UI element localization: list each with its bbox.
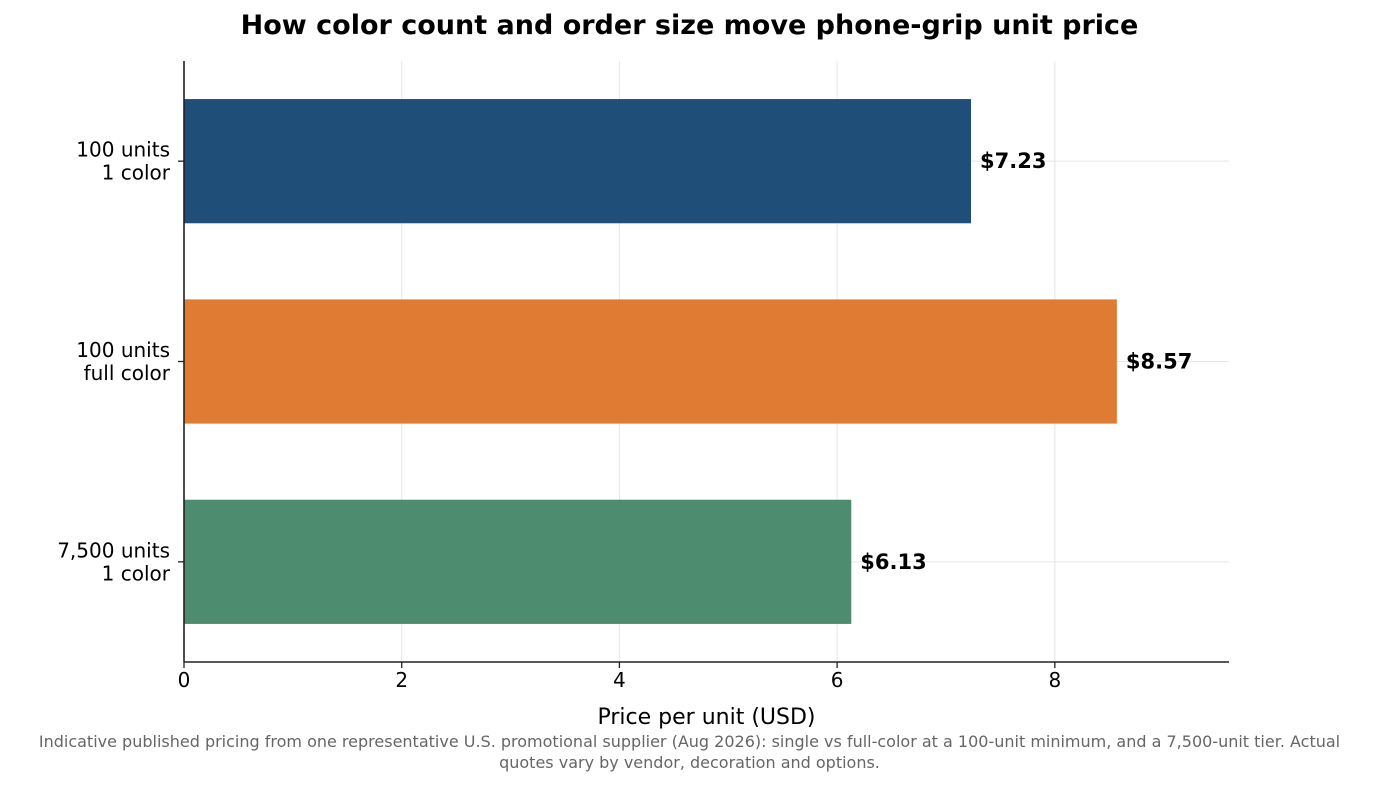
bar — [184, 299, 1117, 424]
y-category-label-line: 1 color — [102, 561, 171, 585]
y-category-label-line: full color — [84, 361, 171, 385]
bar — [184, 499, 852, 624]
x-tick-label: 2 — [395, 668, 408, 692]
x-axis-title: Price per unit (USD) — [598, 705, 816, 730]
y-category-label: 100 units full color — [76, 338, 170, 385]
chart-caption: Indicative published pricing from one re… — [38, 732, 1341, 772]
chart-title: How color count and order size move phon… — [240, 10, 1139, 41]
x-tick-label: 4 — [613, 668, 626, 692]
y-category-label-line: 1 color — [102, 161, 171, 185]
axes — [178, 61, 1229, 668]
y-category-label: 7,500 units 1 color — [57, 538, 171, 585]
bar-value-label: $7.23 — [980, 149, 1046, 173]
bar-value-label: $6.13 — [860, 550, 926, 574]
bars — [184, 99, 1117, 624]
x-tick-label: 0 — [178, 668, 191, 692]
bar-value-label: $8.57 — [1126, 350, 1192, 374]
y-category-label-line: 7,500 units — [57, 538, 170, 562]
y-category-label-line: 100 units — [76, 138, 170, 162]
x-tick-label: 6 — [831, 668, 844, 692]
y-category-label: 100 units 1 color — [76, 138, 170, 185]
x-tick-label: 8 — [1048, 668, 1061, 692]
y-category-label-line: 100 units — [76, 338, 170, 362]
bar — [184, 99, 972, 224]
